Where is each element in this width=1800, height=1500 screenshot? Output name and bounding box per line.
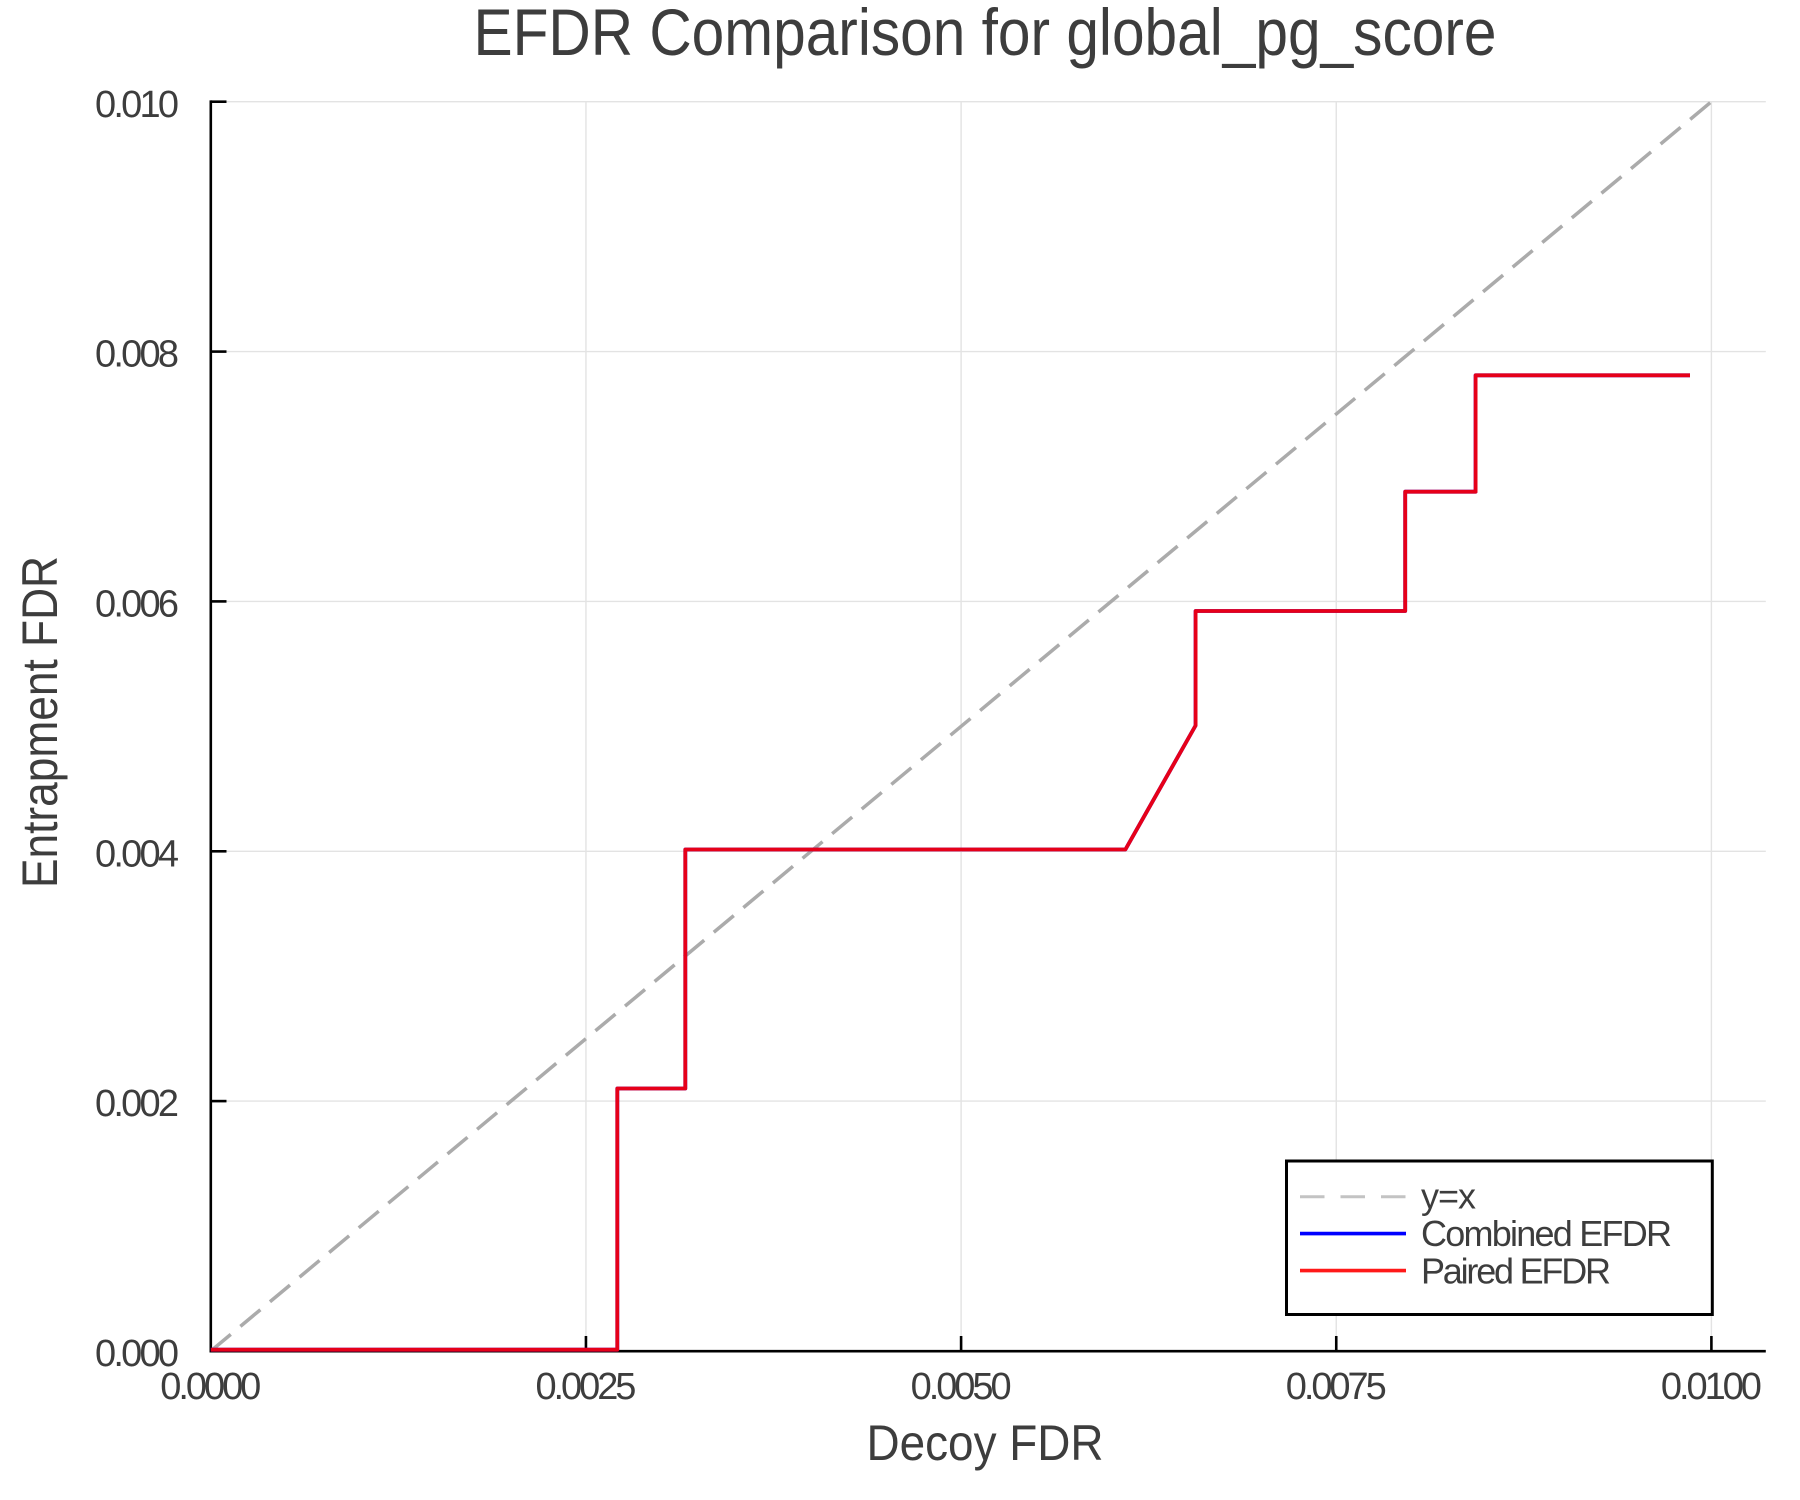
svg-text:0.006: 0.006 [95,584,179,626]
svg-text:0.0025: 0.0025 [535,1366,636,1408]
svg-text:Entrapment FDR: Entrapment FDR [12,556,68,888]
svg-text:0.002: 0.002 [95,1083,179,1125]
svg-text:EFDR Comparison for global_pg_: EFDR Comparison for global_pg_score [474,0,1497,69]
svg-text:0.0100: 0.0100 [1661,1366,1762,1408]
svg-text:0.010: 0.010 [95,84,179,126]
svg-text:0.0050: 0.0050 [911,1366,1012,1408]
svg-text:y=x: y=x [1421,1176,1476,1217]
svg-text:0.0075: 0.0075 [1286,1366,1387,1408]
svg-text:Combined EFDR: Combined EFDR [1421,1213,1672,1254]
svg-text:Paired EFDR: Paired EFDR [1421,1250,1611,1291]
svg-text:0.0000: 0.0000 [160,1366,261,1408]
svg-text:0.004: 0.004 [95,833,179,875]
svg-text:Decoy FDR: Decoy FDR [867,1415,1104,1471]
svg-text:0.000: 0.000 [95,1333,179,1375]
svg-text:0.008: 0.008 [95,334,179,376]
